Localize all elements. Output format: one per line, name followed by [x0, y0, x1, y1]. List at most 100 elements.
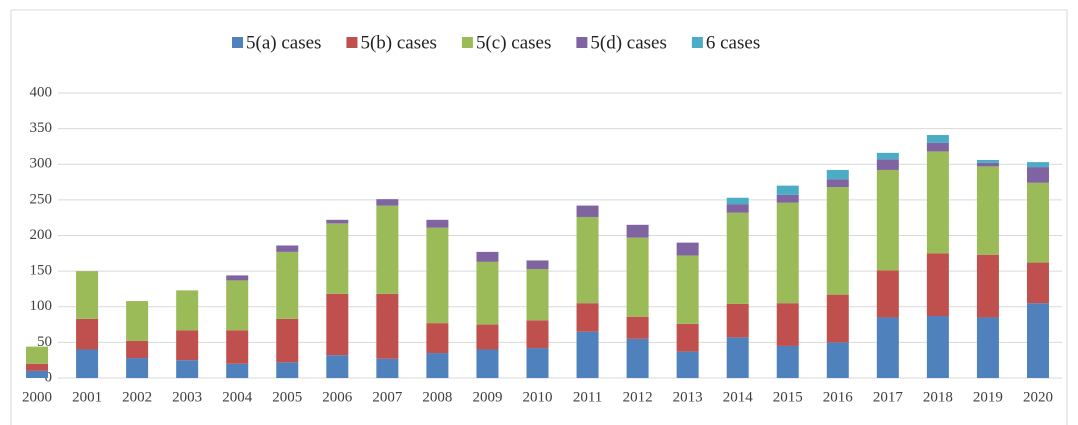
bar-segment — [826, 169, 849, 180]
bar-segment — [726, 303, 749, 338]
x-tick-label: 2009 — [472, 389, 502, 405]
bar-segment — [176, 330, 199, 361]
y-tick-label: 0 — [45, 369, 53, 385]
bar-segment — [1026, 262, 1049, 304]
bar-segment — [376, 358, 399, 378]
bar-segment — [326, 219, 349, 224]
x-tick-label: 2020 — [1023, 389, 1053, 405]
x-tick-label: 2000 — [22, 389, 52, 405]
bar-segment — [26, 346, 49, 364]
y-tick-label: 100 — [30, 298, 53, 314]
bar-segment — [676, 255, 699, 324]
bar-segment — [226, 280, 249, 331]
bar-segment — [226, 330, 249, 364]
bar-segment — [426, 227, 449, 324]
bar-segment — [776, 202, 799, 304]
bar-segment — [376, 293, 399, 359]
bar-segment — [476, 349, 499, 378]
bar-segment — [876, 152, 899, 160]
bar-segment — [326, 223, 349, 294]
bar-segment — [826, 294, 849, 343]
bar-segment — [1026, 162, 1049, 168]
bar-segment — [676, 323, 699, 352]
bar-segment — [526, 320, 549, 349]
bar-segment — [276, 251, 299, 319]
legend-swatch — [232, 37, 243, 48]
bar-segment — [626, 237, 649, 317]
x-tick-label: 2011 — [573, 389, 602, 405]
bar-segment — [976, 317, 999, 378]
bar-segment — [876, 270, 899, 318]
legend-swatch — [461, 37, 473, 48]
bar-segment — [876, 317, 899, 378]
bar-segment — [926, 142, 949, 152]
bar-segment — [726, 212, 749, 304]
bar-segment — [326, 355, 349, 378]
bar-segment — [626, 224, 649, 238]
y-tick-label: 300 — [30, 156, 53, 172]
bar-segment — [826, 187, 849, 295]
bar-segment — [626, 316, 649, 339]
bar-segment — [526, 260, 549, 269]
bar-segment — [976, 254, 999, 318]
bar-segment — [76, 271, 99, 319]
bar-segment — [126, 340, 149, 359]
x-tick-label: 2018 — [923, 389, 953, 405]
bar-segment — [776, 185, 799, 195]
legend-label: 5(c) cases — [476, 32, 551, 53]
bar-segment — [1026, 303, 1049, 378]
x-tick-label: 2002 — [122, 389, 152, 405]
bar-segment — [26, 370, 49, 378]
bar-segment — [926, 316, 949, 378]
bar-segment — [1026, 167, 1049, 183]
x-tick-label: 2015 — [773, 389, 803, 405]
legend-label: 5(a) cases — [246, 32, 321, 53]
x-tick-label: 2013 — [673, 389, 703, 405]
bar-segment — [26, 363, 49, 371]
x-tick-label: 2012 — [623, 389, 653, 405]
bar-segment — [676, 242, 699, 256]
x-tick-label: 2006 — [322, 389, 353, 405]
y-tick-label: 200 — [30, 227, 53, 243]
bar-segment — [576, 331, 599, 378]
legend-label: 6 cases — [706, 32, 760, 53]
bar-segment — [926, 135, 949, 143]
bar-segment — [626, 338, 649, 378]
legend-swatch — [691, 37, 703, 48]
x-tick-label: 2017 — [873, 389, 904, 405]
bar-segment — [526, 268, 549, 321]
bar-segment — [426, 219, 449, 228]
bar-segment — [176, 360, 199, 378]
x-tick-label: 2001 — [72, 389, 102, 405]
bar-segment — [576, 303, 599, 332]
x-tick-label: 2007 — [372, 389, 403, 405]
bar-segment — [726, 197, 749, 205]
bar-segment — [576, 216, 599, 304]
bar-segment — [726, 204, 749, 213]
bar-segment — [276, 318, 299, 363]
x-tick-label: 2010 — [523, 389, 553, 405]
legend-swatch — [346, 37, 358, 48]
bar-segment — [376, 199, 399, 206]
bar-segment — [826, 342, 849, 378]
bar-segment — [226, 363, 249, 378]
y-tick-label: 150 — [30, 263, 53, 279]
y-tick-label: 250 — [30, 191, 53, 207]
bar-segment — [76, 318, 99, 350]
x-tick-label: 2014 — [723, 389, 754, 405]
bar-segment — [476, 324, 499, 350]
bar-segment — [776, 345, 799, 378]
bar-segment — [726, 337, 749, 378]
bar-segment — [876, 159, 899, 170]
x-tick-label: 2019 — [973, 389, 1003, 405]
bar-segment — [126, 358, 149, 378]
legend-swatch — [576, 37, 588, 48]
bar-segment — [176, 290, 199, 331]
bar-segment — [276, 362, 299, 378]
bar-segment — [1026, 182, 1049, 263]
bar-segment — [326, 293, 349, 356]
bar-segment — [526, 348, 549, 378]
bar-segment — [476, 261, 499, 325]
bar-segment — [426, 353, 449, 378]
